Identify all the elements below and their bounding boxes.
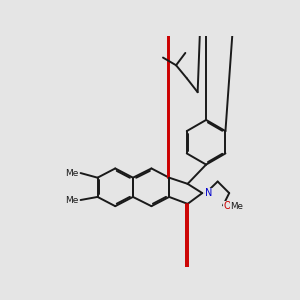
Text: Me: Me [230, 202, 243, 211]
Text: Me: Me [65, 169, 79, 178]
Text: N: N [206, 188, 213, 198]
Text: Me: Me [65, 196, 79, 205]
Text: O: O [224, 201, 232, 211]
